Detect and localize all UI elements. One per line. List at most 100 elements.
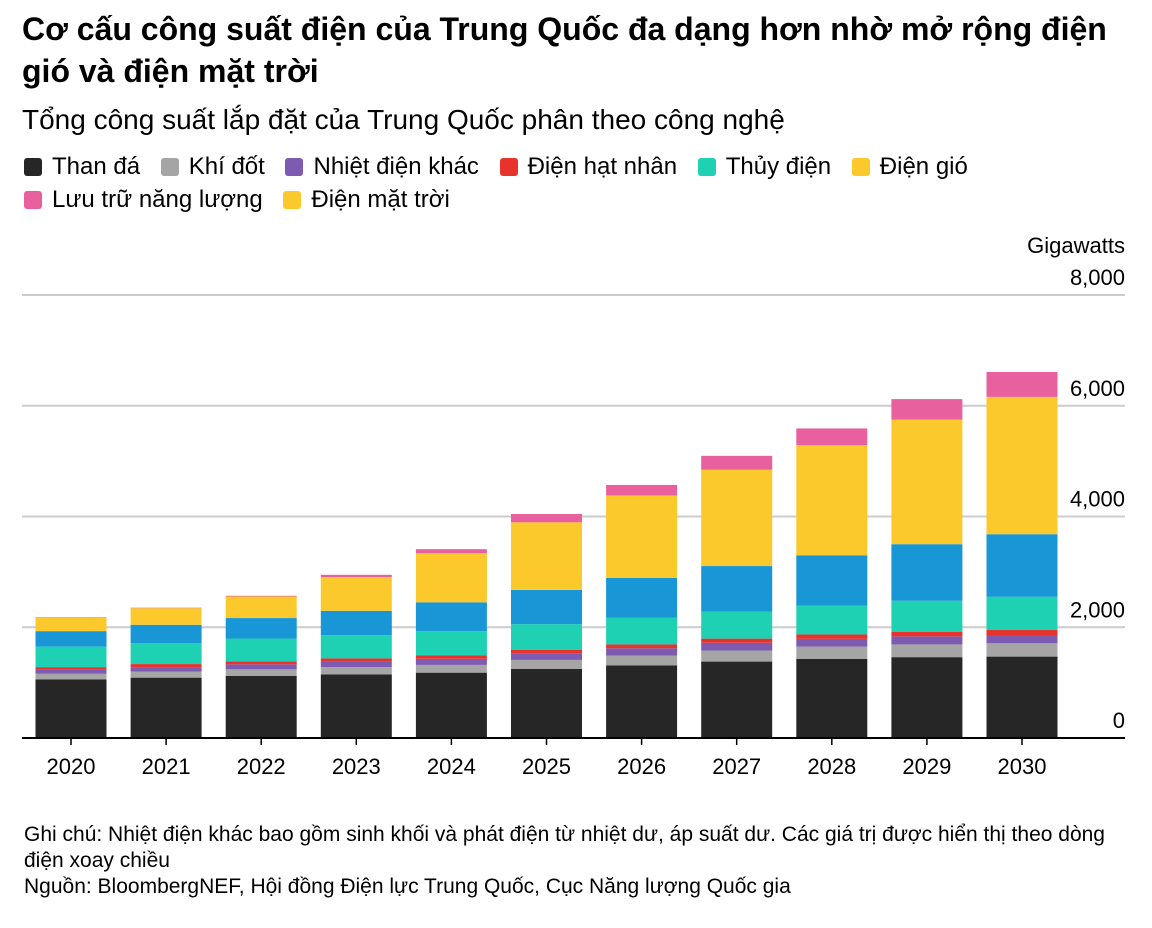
- bar-wind-2024: [415, 602, 487, 632]
- bar-solar-2022: [225, 596, 297, 619]
- legend-item-nuclear: Điện hạt nhân: [499, 150, 677, 183]
- legend-label-gas: Khí đốt: [188, 153, 265, 180]
- bar-nuclear-2029: [891, 631, 963, 637]
- bar-wind-2020: [35, 631, 107, 647]
- bar-gas-2030: [986, 643, 1058, 657]
- x-axis-ticks: 2020 2021 2022 2023 2024 2025 2026 2027 2028 2029…: [47, 738, 1047, 779]
- bar-coal-2023: [320, 674, 392, 738]
- bar-hydro-2024: [415, 631, 487, 656]
- bar-wind-2028: [796, 555, 868, 606]
- bar-nuclear-2024: [415, 655, 487, 659]
- bar-coal-2027: [701, 661, 773, 738]
- bar-stack-2022: [225, 595, 297, 738]
- bar-other_thermal-2029: [891, 636, 963, 645]
- bar-solar-2023: [320, 577, 392, 611]
- x-tick-label-2030: 2030: [998, 754, 1047, 779]
- bar-other_thermal-2023: [320, 661, 392, 668]
- bar-wind-2026: [606, 577, 678, 618]
- bar-solar-2029: [891, 419, 963, 545]
- bar-gas-2029: [891, 644, 963, 658]
- y-tick-label-6000: 6,000: [1070, 376, 1125, 401]
- legend-item-storage: Lưu trữ năng lượng: [24, 183, 263, 216]
- x-tick-label-2026: 2026: [617, 754, 666, 779]
- legend-item-other-thermal: Nhiệt điện khác: [285, 150, 479, 183]
- bar-stack-2024: [415, 549, 487, 738]
- bar-stack-2025: [511, 514, 582, 738]
- y-tick-label-2000: 2,000: [1070, 597, 1125, 622]
- bar-other_thermal-2020: [35, 669, 107, 674]
- bar-solar-2027: [701, 469, 773, 567]
- bar-nuclear-2028: [796, 634, 868, 639]
- bar-solar-2025: [511, 522, 582, 590]
- bar-solar-2028: [796, 445, 868, 556]
- bar-storage-2022: [225, 595, 297, 597]
- bar-hydro-2026: [606, 617, 678, 645]
- legend-label-other-thermal: Nhiệt điện khác: [313, 153, 479, 180]
- legend-item-hydro: Thủy điện: [697, 150, 831, 183]
- legend-swatch-solar: [283, 191, 302, 209]
- bar-coal-2020: [35, 679, 107, 738]
- bar-wind-2030: [986, 534, 1058, 597]
- x-tick-label-2025: 2025: [522, 754, 571, 779]
- x-tick-label-2027: 2027: [712, 754, 761, 779]
- bar-coal-2029: [891, 657, 963, 738]
- bar-storage-2025: [511, 514, 582, 523]
- bar-nuclear-2023: [320, 658, 392, 662]
- legend-label-solar: Điện mặt trời: [311, 186, 450, 213]
- bar-hydro-2023: [320, 635, 392, 659]
- bar-wind-2029: [891, 544, 963, 601]
- bar-other_thermal-2022: [225, 664, 297, 670]
- legend: Than đá Khí đốt Nhiệt điện khác Điện hạt…: [24, 150, 1124, 216]
- bar-nuclear-2027: [701, 638, 773, 643]
- bar-storage-2027: [701, 455, 773, 470]
- bar-stack-2023: [320, 574, 392, 738]
- bar-solar-2020: [35, 617, 107, 632]
- bar-other_thermal-2030: [986, 635, 1058, 644]
- bar-other_thermal-2021: [130, 667, 202, 672]
- legend-swatch-nuclear: [499, 158, 518, 176]
- bar-wind-2025: [511, 589, 582, 625]
- bar-stack-2029: [891, 399, 963, 738]
- bar-storage-2030: [986, 371, 1058, 397]
- bar-solar-2026: [606, 495, 678, 578]
- bar-wind-2023: [320, 610, 392, 636]
- bar-hydro-2020: [35, 646, 107, 668]
- bar-gas-2023: [320, 667, 392, 675]
- bar-stack-2020: [35, 617, 107, 738]
- legend-item-wind: Điện gió: [851, 150, 968, 183]
- bar-wind-2022: [225, 618, 297, 639]
- bar-wind-2027: [701, 566, 773, 612]
- y-tick-label-0: 0: [1113, 708, 1125, 733]
- legend-swatch-other-thermal: [285, 158, 304, 176]
- bar-storage-2028: [796, 428, 868, 446]
- chart-subtitle: Tổng công suất lắp đặt của Trung Quốc ph…: [22, 104, 785, 135]
- bar-storage-2023: [320, 574, 392, 578]
- bar-gas-2024: [415, 664, 487, 673]
- bar-wind-2021: [130, 624, 202, 644]
- bar-storage-2029: [891, 399, 963, 420]
- bar-gas-2021: [130, 671, 202, 678]
- bar-stack-2028: [796, 428, 868, 738]
- bar-nuclear-2026: [606, 644, 678, 649]
- bar-stack-2021: [130, 607, 202, 738]
- legend-label-coal: Than đá: [52, 153, 141, 180]
- bar-stack-2027: [701, 455, 773, 738]
- bar-gas-2028: [796, 646, 868, 659]
- bar-hydro-2021: [130, 643, 202, 665]
- bar-coal-2025: [511, 668, 582, 738]
- bar-hydro-2030: [986, 596, 1058, 631]
- bar-nuclear-2020: [35, 667, 107, 670]
- bar-nuclear-2030: [986, 630, 1058, 636]
- bar-nuclear-2022: [225, 661, 297, 665]
- bar-gas-2020: [35, 673, 107, 680]
- bar-stack-2030: [986, 371, 1058, 738]
- x-tick-label-2023: 2023: [332, 754, 381, 779]
- y-axis-unit-label: Gigawatts: [1027, 233, 1125, 258]
- y-axis-ticks: 0 2,000 4,000 6,000 8,000: [1070, 265, 1125, 733]
- x-tick-label-2021: 2021: [142, 754, 191, 779]
- y-tick-label-4000: 4,000: [1070, 487, 1125, 512]
- x-tick-label-2022: 2022: [237, 754, 286, 779]
- bar-gas-2026: [606, 655, 678, 666]
- bar-nuclear-2021: [130, 664, 202, 668]
- bar-solar-2021: [130, 608, 202, 625]
